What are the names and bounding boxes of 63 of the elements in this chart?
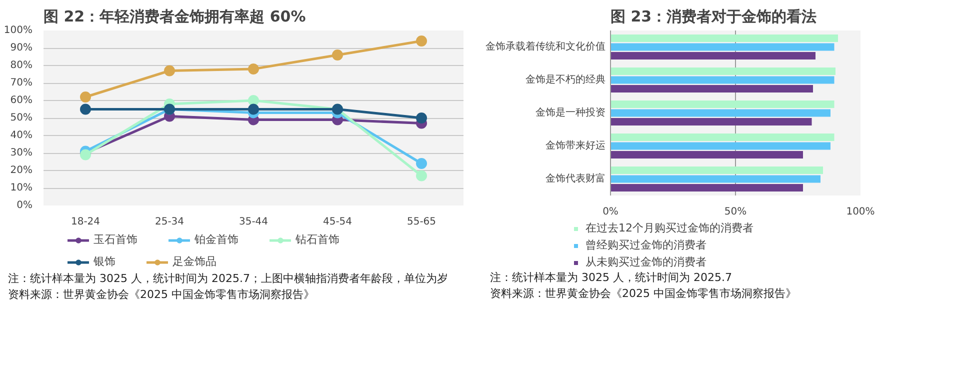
legend-label: 钻石首饰 — [296, 232, 340, 247]
bar — [610, 175, 820, 183]
text: 注：统计样本量为 3025 人，统计时间为 2025.7 — [490, 270, 732, 286]
x-tick-label: 100% — [846, 206, 875, 218]
legend-label: 银饰 — [94, 254, 116, 269]
text: 资料来源：世界黄金协会《2025 中国金饰零售市场洞察报告》 — [8, 286, 314, 302]
bar — [610, 151, 803, 159]
bar — [610, 34, 838, 42]
x-tick-label: 18-24 — [70, 216, 100, 228]
y-tick-label: 80% — [10, 60, 33, 71]
point — [416, 158, 427, 169]
bar — [610, 76, 834, 84]
y-tick-label: 70% — [10, 78, 33, 88]
point — [248, 64, 259, 74]
y-tick-label: 金饰承载着传统和文化价值 — [486, 40, 606, 52]
legend-label: 铂金首饰 — [194, 232, 239, 247]
bar — [610, 109, 830, 117]
bar — [610, 52, 816, 60]
point — [248, 95, 259, 106]
y-tick-label: 金饰是一种投资 — [536, 106, 606, 118]
y-tick-label: 10% — [10, 182, 33, 194]
text: 注：统计样本量为 3025 人，统计时间为 2025.7；上图中横轴指消费者年龄段，单位为岁 — [8, 271, 448, 287]
legend-label: 足金饰品 — [172, 254, 217, 269]
point — [248, 104, 259, 115]
point — [416, 170, 427, 182]
legend-label: 在过去12个月购买过金饰的消费者 — [585, 220, 754, 236]
bar — [610, 184, 803, 192]
y-tick-label: 金饰带来好运 — [546, 140, 606, 152]
chart-title: 图 23：消费者对于金饰的看法 — [610, 8, 817, 26]
x-tick-label: 55-65 — [406, 216, 436, 228]
legend-label: 曾经购买过金饰的消费者 — [585, 238, 706, 252]
x-tick-label: 45-54 — [322, 216, 352, 228]
point — [332, 50, 343, 60]
bar — [610, 67, 836, 75]
bar — [610, 100, 834, 108]
point — [164, 65, 175, 76]
y-tick-label: 金饰是不朽的经典 — [526, 74, 606, 86]
y-tick-label: 20% — [10, 165, 33, 176]
y-tick-label: 50% — [10, 112, 33, 124]
x-tick-label: 0% — [602, 206, 618, 218]
point — [80, 104, 91, 115]
chart-title: 图 22：年轻消费者金饰拥有率超 60% — [44, 8, 306, 26]
y-tick-label: 90% — [10, 42, 33, 54]
bar — [610, 133, 834, 141]
point — [416, 36, 427, 46]
text: 资料来源：世界黄金协会《2025 中国金饰零售市场洞察报告》 — [490, 286, 796, 302]
y-tick-label: 30% — [10, 148, 33, 158]
bar — [610, 142, 830, 150]
x-tick-label: 50% — [724, 206, 747, 218]
point — [416, 112, 427, 124]
point — [80, 92, 91, 102]
y-tick-label: 60% — [10, 95, 33, 106]
bar — [610, 85, 813, 93]
x-tick-label: 25-34 — [154, 216, 184, 228]
bar — [610, 43, 834, 51]
bar — [610, 166, 823, 174]
y-tick-label: 100% — [4, 25, 33, 36]
bar — [610, 118, 812, 126]
y-tick-label: 金饰代表财富 — [546, 172, 606, 184]
legend-label: 玉石首饰 — [94, 232, 138, 247]
legend-label: 从未购买过金饰的消费者 — [585, 254, 706, 270]
y-tick-label: 40% — [10, 130, 33, 141]
x-tick-label: 35-44 — [238, 216, 268, 228]
